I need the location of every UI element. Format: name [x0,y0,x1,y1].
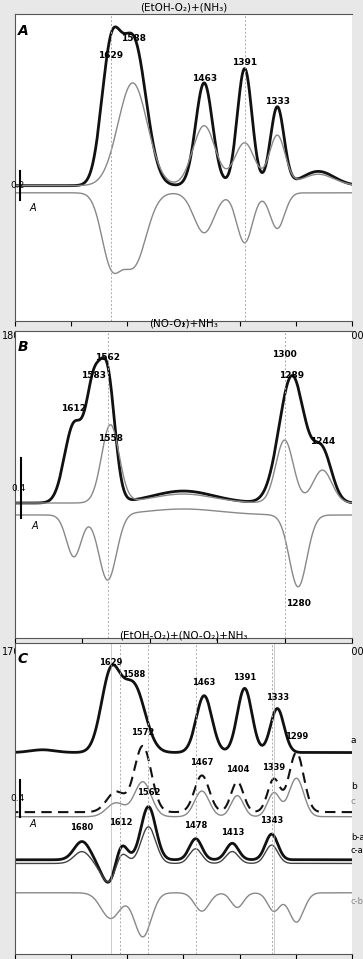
Text: 1467: 1467 [190,759,213,767]
Text: 1300: 1300 [272,350,297,360]
Text: B: B [18,340,29,354]
Text: 0.4: 0.4 [11,794,25,803]
Text: 1280: 1280 [286,598,310,608]
Text: 1339: 1339 [262,762,285,772]
Text: 1562: 1562 [95,353,120,363]
Text: 1588: 1588 [121,34,146,43]
Text: 1629: 1629 [98,51,123,60]
Text: c: c [351,797,356,806]
Text: 1680: 1680 [70,823,94,832]
Text: 1612: 1612 [61,404,86,413]
Text: 1463: 1463 [192,678,216,688]
Text: c-b: c-b [351,898,363,906]
Text: 1562: 1562 [137,788,160,798]
Text: 1413: 1413 [221,828,244,837]
Text: C: C [18,652,28,666]
X-axis label: Wavenumber (cm$^{-1}$): Wavenumber (cm$^{-1}$) [132,663,234,678]
Title: (NO-O₂)+NH₃: (NO-O₂)+NH₃ [149,318,218,329]
Text: 1391: 1391 [232,58,257,67]
Text: 1289: 1289 [280,371,305,381]
X-axis label: Wavenumber (cm$^{-1}$): Wavenumber (cm$^{-1}$) [132,346,234,362]
Text: c-a: c-a [351,846,363,855]
Text: b: b [351,782,357,791]
Text: b-a: b-a [351,833,363,842]
Text: 1343: 1343 [260,816,283,825]
Text: A: A [29,819,36,829]
Text: 1463: 1463 [192,74,217,82]
Text: 1612: 1612 [109,818,132,827]
Text: 1299: 1299 [285,732,308,740]
Text: A: A [32,521,38,531]
Text: 1583: 1583 [81,371,106,381]
Text: 1558: 1558 [98,434,123,443]
Text: 1333: 1333 [266,693,289,702]
Text: 1404: 1404 [226,764,249,774]
Text: 1244: 1244 [310,437,335,446]
Text: 1391: 1391 [233,673,256,682]
Text: 1478: 1478 [184,822,207,830]
Text: 1333: 1333 [265,97,290,105]
Text: 0.2: 0.2 [11,181,25,190]
Text: A: A [18,24,29,37]
Title: (EtOH-O₂)+(NH₃): (EtOH-O₂)+(NH₃) [140,2,227,12]
Text: A: A [29,202,36,213]
Text: 1588: 1588 [122,670,146,679]
Title: (EtOH-O₂)+(NO-O₂)+NH₃: (EtOH-O₂)+(NO-O₂)+NH₃ [119,630,248,641]
Text: 0.4: 0.4 [11,483,25,493]
Text: 1572: 1572 [131,728,155,737]
Text: a: a [351,737,356,745]
Text: 1629: 1629 [99,658,122,667]
